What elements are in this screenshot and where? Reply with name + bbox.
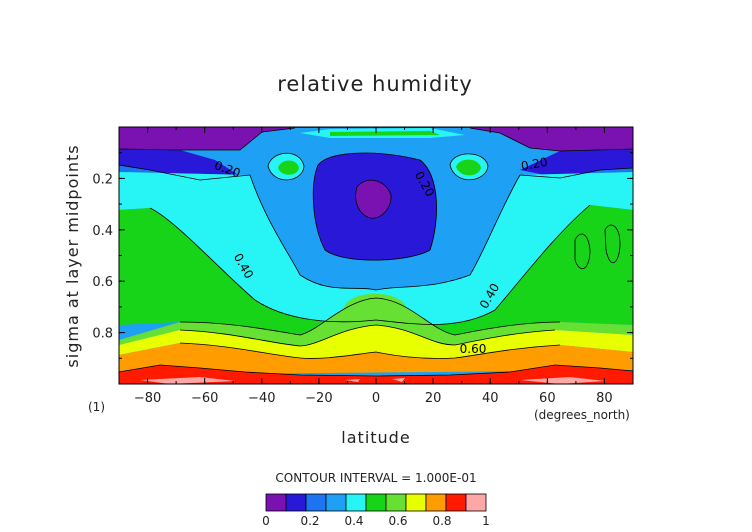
x-tick-label: 60 — [539, 391, 556, 406]
colorbar-swatch — [425, 493, 447, 512]
contour-label: 0.20 — [520, 155, 549, 173]
y-tick-label: 0.6 — [92, 275, 113, 290]
contour-label: 0.60 — [460, 342, 487, 356]
contour-interval-note: CONTOUR INTERVAL = 1.000E-01 — [275, 471, 476, 485]
band-region — [119, 172, 633, 325]
corner-note: (1) — [88, 400, 105, 414]
colorbar-swatch — [325, 493, 347, 512]
band-region — [119, 149, 240, 180]
contour-line — [179, 297, 561, 336]
colorbar-swatch — [385, 493, 407, 512]
colorbar-tick-label: 0.8 — [432, 514, 451, 528]
band-region — [392, 378, 405, 382]
band-region — [278, 160, 299, 175]
band-region — [520, 149, 633, 178]
band-region — [345, 379, 360, 382]
colorbar-swatch — [265, 493, 287, 512]
colorbar-swatch — [305, 493, 327, 512]
chart-title: relative humidity — [277, 72, 473, 96]
y-axis-label: sigma at layer midpoints — [63, 144, 82, 367]
contour-line — [149, 204, 591, 325]
colorbar-tick-label: 0 — [262, 514, 270, 528]
colorbar-tick-label: 1 — [482, 514, 490, 528]
band-region — [355, 180, 392, 219]
y-tick-label: 0.4 — [92, 224, 113, 239]
colorbar-tick-label: 0.4 — [344, 514, 363, 528]
colorbar-swatch — [365, 493, 387, 512]
colorbar-tick-labels: 0 0.2 0.4 0.6 0.8 1 — [262, 514, 490, 528]
x-tick-label: 0 — [372, 391, 380, 406]
contour-line — [119, 364, 633, 377]
contour-line — [249, 174, 521, 291]
colorbar-swatch — [445, 493, 467, 512]
colorbar-tick-label: 0.6 — [388, 514, 407, 528]
x-tick-label: 40 — [482, 391, 499, 406]
contour-line — [267, 152, 305, 181]
band-region — [520, 377, 605, 384]
band-region — [119, 365, 633, 384]
contour-line — [312, 152, 437, 261]
x-tick-label: −40 — [248, 391, 275, 406]
x-tick-label: −80 — [134, 391, 161, 406]
band-region — [344, 293, 406, 328]
colorbar-swatch — [405, 493, 427, 512]
contour-line — [119, 127, 296, 151]
contour-line — [119, 164, 251, 181]
band-region — [140, 377, 235, 384]
contour-line — [574, 233, 591, 270]
colorbar — [265, 493, 487, 512]
plot-area — [119, 127, 633, 384]
y-axis-ticks: 0.2 0.4 0.6 0.8 — [92, 152, 633, 385]
x-tick-label: −20 — [305, 391, 332, 406]
colorbar-swatch — [285, 493, 307, 512]
contour-line — [179, 342, 561, 359]
x-units-note: (degrees_north) — [534, 408, 630, 422]
band-region — [119, 127, 633, 151]
x-axis-label: latitude — [341, 428, 410, 447]
colorbar-tick-label: 0.2 — [300, 514, 319, 528]
contour-line — [355, 179, 392, 219]
colorbar-swatch — [465, 493, 487, 512]
y-tick-label: 0.2 — [92, 172, 113, 187]
band-region — [119, 205, 633, 335]
y-tick-label: 0.8 — [92, 327, 113, 342]
contour-line — [519, 167, 633, 179]
contour-line — [179, 324, 556, 347]
band-region — [456, 159, 481, 176]
contour-line — [449, 153, 489, 181]
colorbar-swatch — [345, 493, 367, 512]
contour-line — [604, 224, 621, 263]
x-axis-ticks: −80 −60 −40 −20 0 20 40 60 80 — [118, 127, 634, 406]
x-tick-label: −60 — [191, 391, 218, 406]
band-region — [330, 131, 440, 136]
x-tick-label: 80 — [596, 391, 613, 406]
x-tick-label: 20 — [425, 391, 442, 406]
